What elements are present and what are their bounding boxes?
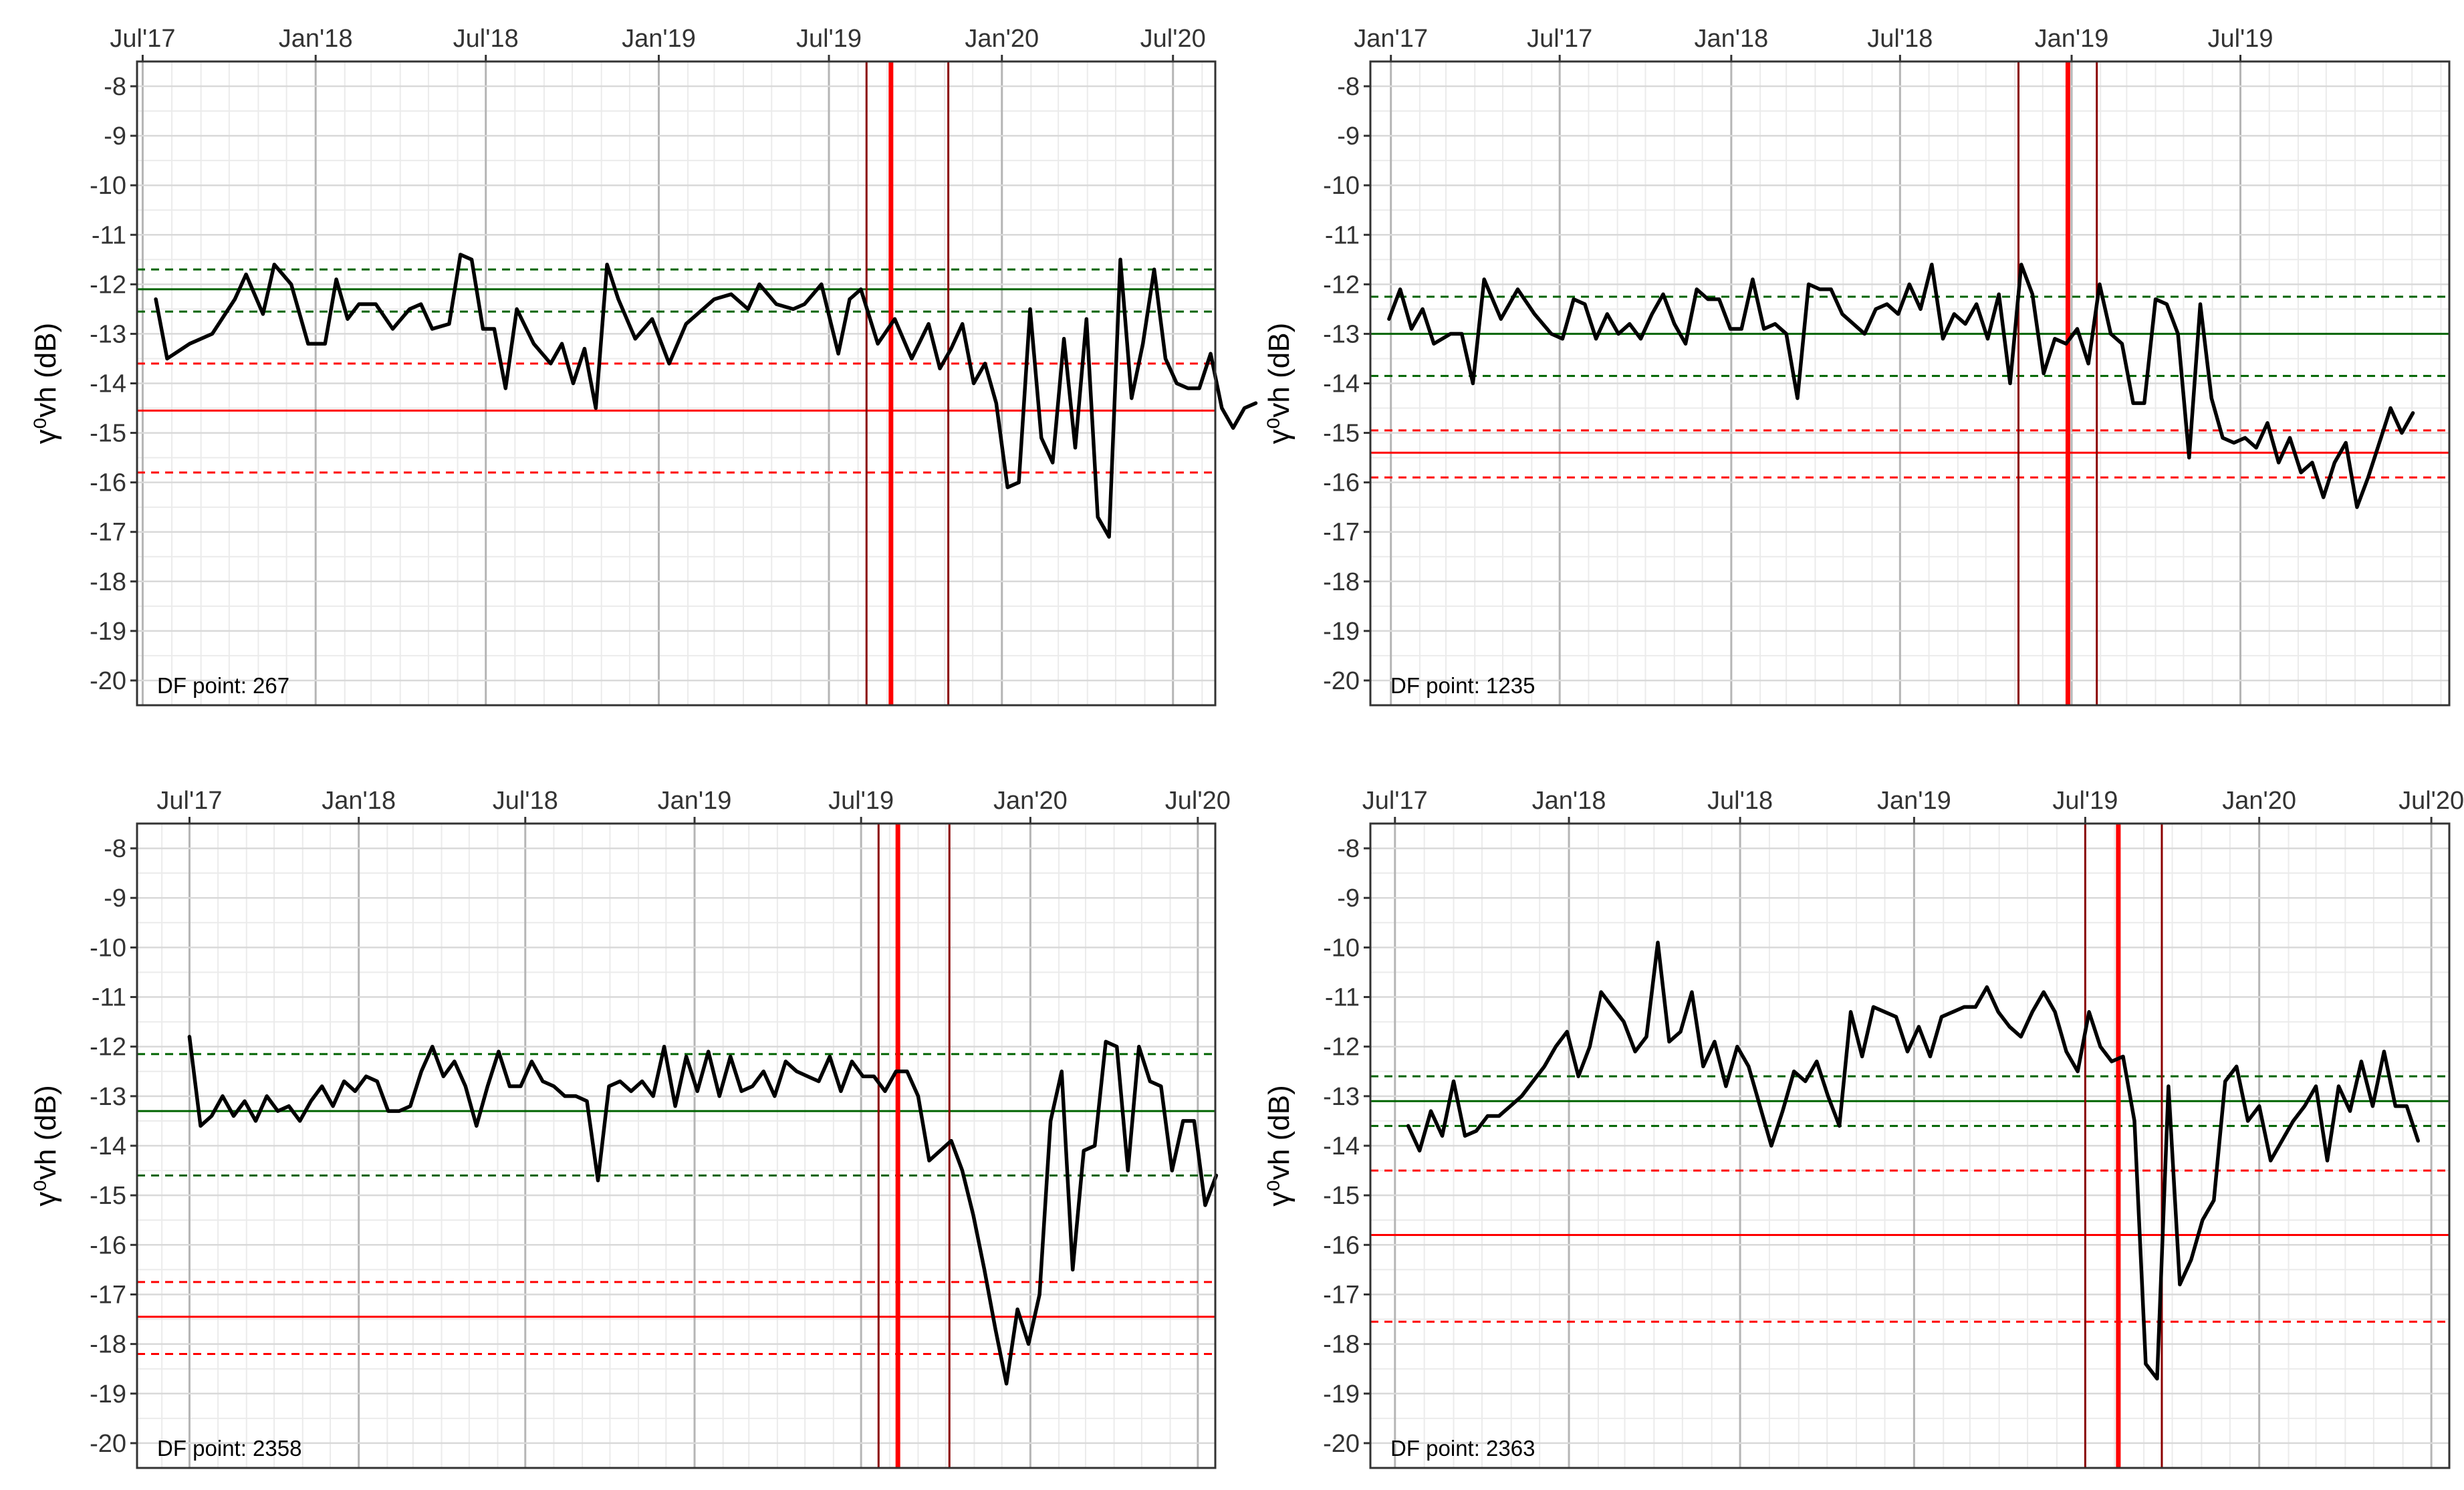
y-tick-label: -9 (104, 122, 126, 150)
y-tick-label: -10 (1323, 172, 1360, 200)
x-tick-label: Jul'17 (156, 787, 222, 815)
y-axis-label: γ⁰vh (dB) (1263, 1085, 1296, 1206)
x-tick-label: Jul'17 (1527, 25, 1592, 53)
x-tick-label: Jan'19 (658, 787, 732, 815)
y-tick-label: -9 (1337, 122, 1360, 150)
y-tick-label: -14 (90, 370, 126, 398)
y-tick-label: -11 (92, 984, 126, 1012)
y-tick-label: -10 (90, 172, 126, 200)
y-tick-label: -19 (90, 1380, 126, 1408)
y-axis-label: γ⁰vh (dB) (29, 1085, 62, 1206)
y-tick-label: -8 (1337, 835, 1360, 863)
y-tick-label: -16 (90, 1231, 126, 1259)
y-tick-label: -12 (1323, 1033, 1360, 1062)
x-tick-label: Jul'20 (2398, 787, 2464, 815)
y-tick-label: -12 (90, 1033, 126, 1062)
x-tick-label: Jan'18 (322, 787, 396, 815)
y-tick-label: -13 (90, 1083, 126, 1111)
y-tick-label: -15 (1323, 1182, 1360, 1210)
y-tick-label: -19 (90, 618, 126, 646)
chart-panel-4: Jul'17 Jan'18 Jul'18 Jan'19 Jul'19 Jan'20 Jul'… (1263, 787, 2464, 1469)
y-tick-label: -14 (1323, 1132, 1360, 1160)
y-tick-label: -12 (1323, 271, 1360, 299)
x-tick-label: Jan'20 (993, 787, 1068, 815)
x-tick-label: Jul'19 (2052, 787, 2118, 815)
y-tick-label: -17 (90, 519, 126, 547)
series-line (187, 1035, 1219, 1386)
point-label: DF point: 2358 (157, 1436, 301, 1461)
x-tick-label: Jul'18 (453, 25, 519, 53)
x-tick-label: Jan'19 (2035, 25, 2109, 53)
y-tick-label: -10 (90, 934, 126, 962)
y-tick-label: -16 (1323, 469, 1360, 497)
x-tick-label: Jul'18 (1867, 25, 1933, 53)
y-tick-label: -18 (90, 568, 126, 596)
y-tick-label: -8 (104, 73, 126, 101)
x-tick-label: Jan'19 (622, 25, 696, 53)
y-tick-label: -8 (104, 835, 126, 863)
y-tick-label: -12 (90, 271, 126, 299)
y-tick-label: -14 (90, 1132, 126, 1160)
y-tick-label: -9 (104, 884, 126, 912)
x-tick-label: Jul'17 (1362, 787, 1428, 815)
y-tick-label: -11 (1325, 221, 1360, 249)
x-tick-label: Jul'19 (2207, 25, 2273, 53)
x-tick-label: Jan'17 (1354, 25, 1428, 53)
chart-panel-2: Jan'17 Jul'17 Jan'18 Jul'18 Jan'19 Jul'19 -8 -9… (1263, 25, 2451, 707)
x-tick-label: Jan'20 (965, 25, 1039, 53)
x-tick-label: Jul'19 (796, 25, 862, 53)
y-tick-label: -15 (90, 1182, 126, 1210)
y-tick-label: -13 (1323, 1083, 1360, 1111)
y-tick-label: -17 (1323, 519, 1360, 547)
y-axis-label: γ⁰vh (dB) (1263, 323, 1296, 444)
point-label: DF point: 2363 (1390, 1436, 1535, 1461)
y-tick-label: -11 (92, 221, 126, 249)
y-tick-label: -20 (90, 1430, 126, 1458)
y-tick-label: -18 (1323, 1331, 1360, 1359)
x-tick-label: Jul'20 (1165, 787, 1231, 815)
y-tick-label: -19 (1323, 1380, 1360, 1408)
x-tick-label: Jan'18 (1532, 787, 1606, 815)
x-tick-label: Jul'18 (493, 787, 558, 815)
x-tick-label: Jan'18 (279, 25, 353, 53)
y-axis-label: γ⁰vh (dB) (29, 323, 62, 444)
point-label: DF point: 1235 (1390, 673, 1535, 698)
x-tick-label: Jul'17 (110, 25, 175, 53)
y-tick-label: -15 (90, 420, 126, 448)
y-tick-label: -13 (1323, 320, 1360, 348)
x-tick-label: Jan'18 (1694, 25, 1768, 53)
point-label: DF point: 267 (157, 673, 289, 698)
x-tick-label: Jul'20 (1140, 25, 1206, 53)
y-tick-label: -10 (1323, 934, 1360, 962)
y-tick-label: -11 (1325, 984, 1360, 1012)
series-line (1406, 941, 2421, 1381)
y-tick-label: -16 (90, 469, 126, 497)
y-tick-label: -14 (1323, 370, 1360, 398)
y-tick-label: -17 (90, 1281, 126, 1309)
x-tick-label: Jul'18 (1707, 787, 1773, 815)
y-tick-label: -15 (1323, 420, 1360, 448)
y-tick-label: -20 (90, 667, 126, 695)
series-line (154, 253, 1258, 539)
y-tick-label: -17 (1323, 1281, 1360, 1309)
y-tick-label: -20 (1323, 1430, 1360, 1458)
y-tick-label: -18 (90, 1331, 126, 1359)
y-tick-label: -8 (1337, 73, 1360, 101)
y-tick-label: -16 (1323, 1231, 1360, 1259)
y-tick-label: -13 (90, 320, 126, 348)
series-line (1387, 262, 2415, 509)
x-tick-label: Jan'19 (1877, 787, 1951, 815)
y-tick-label: -18 (1323, 568, 1360, 596)
chart-panel-3: Jul'17 Jan'18 Jul'18 Jan'19 Jul'19 Jan'20 Jul'… (29, 787, 1231, 1469)
y-tick-label: -9 (1337, 884, 1360, 912)
y-tick-label: -20 (1323, 667, 1360, 695)
y-tick-label: -19 (1323, 618, 1360, 646)
x-tick-label: Jan'20 (2222, 787, 2296, 815)
x-tick-label: Jul'19 (828, 787, 894, 815)
chart-panel-1: Jul'17 Jan'18 Jul'18 Jan'19 Jul'19 Jan'20 Jul'… (29, 25, 1258, 707)
